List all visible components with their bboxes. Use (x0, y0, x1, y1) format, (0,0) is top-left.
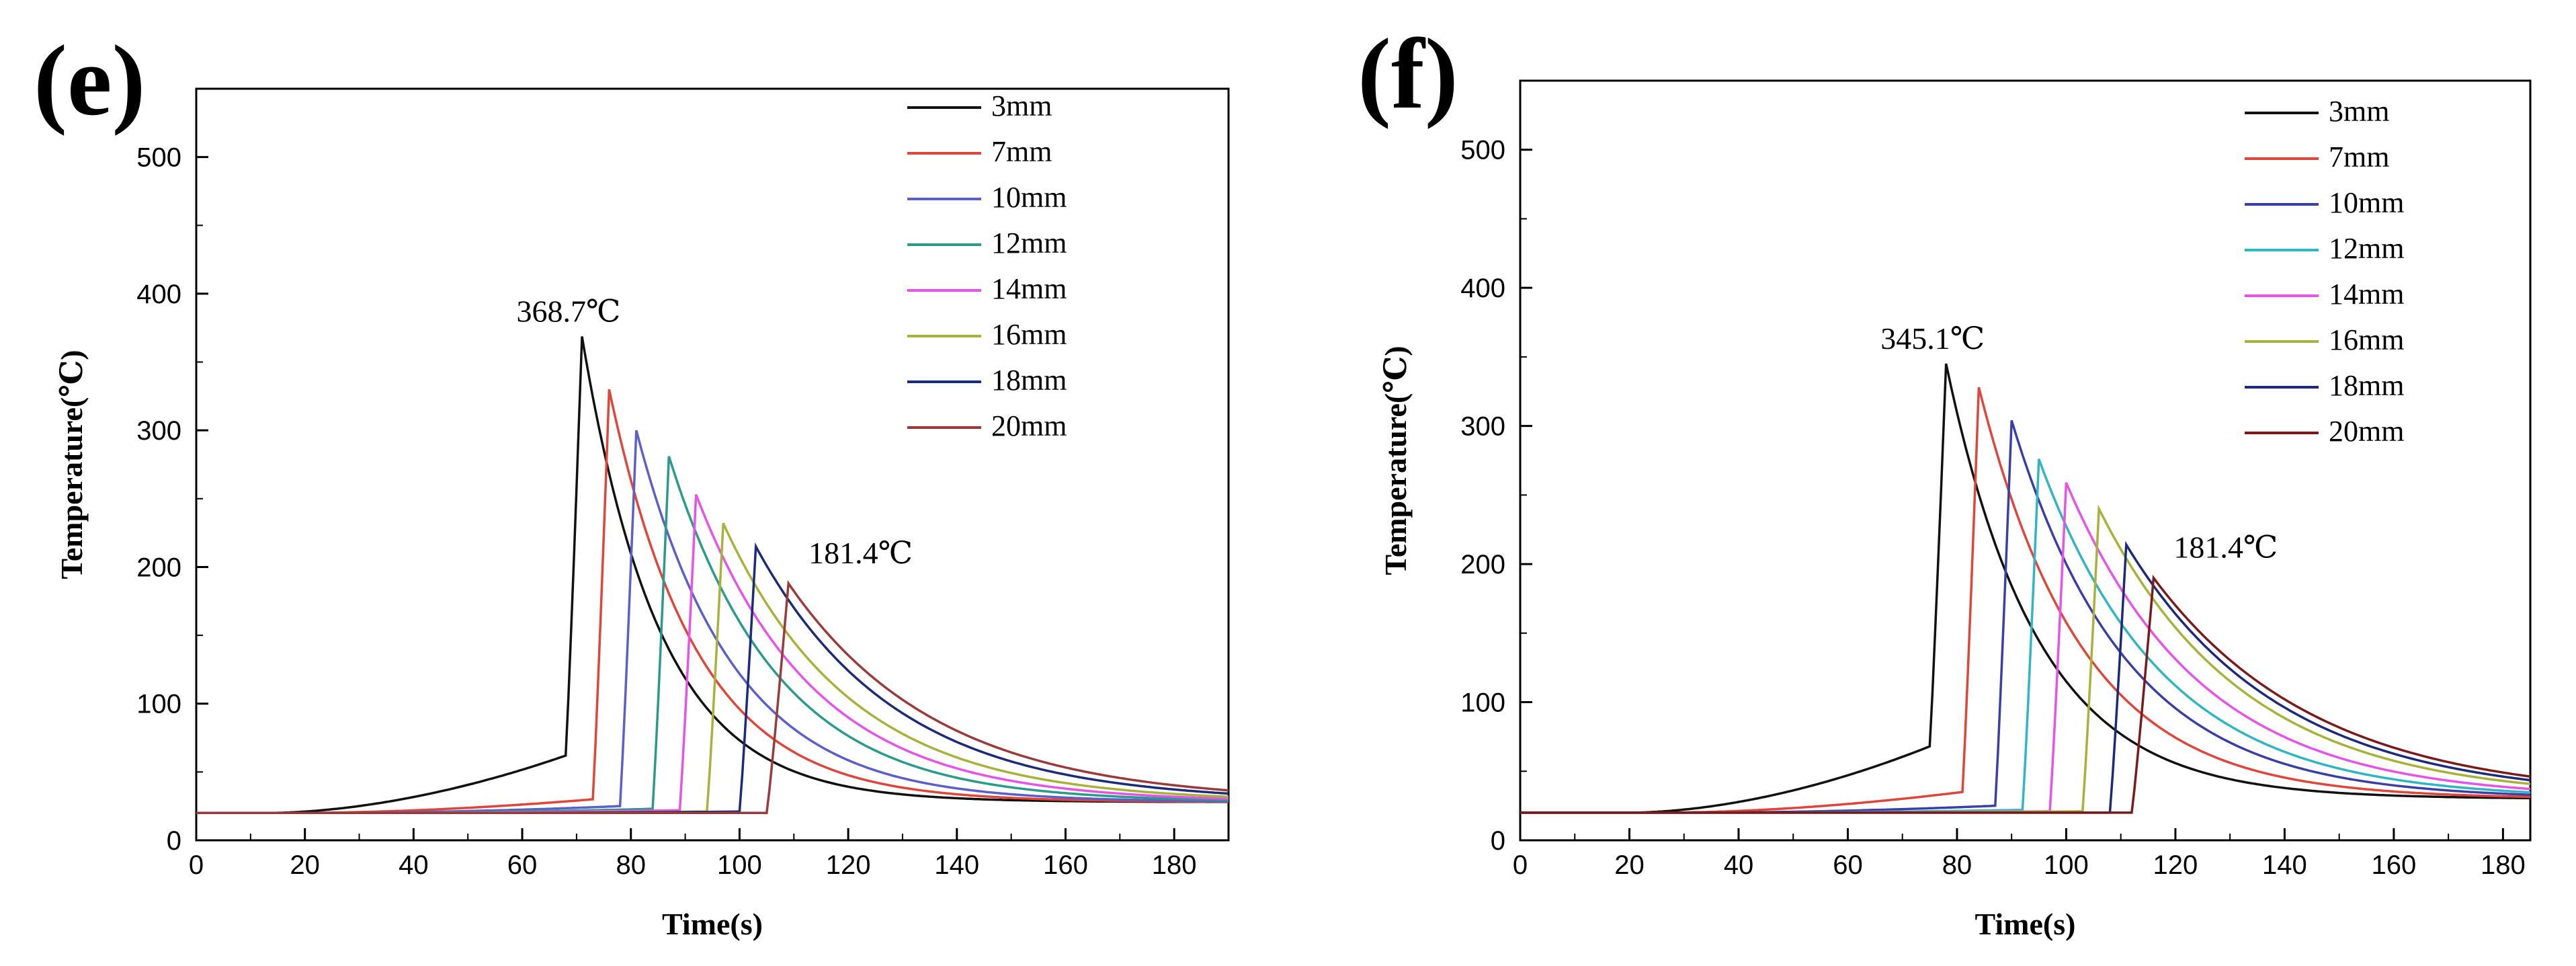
annotation-label: 181.4℃ (2173, 530, 2278, 565)
annotation-label: 345.1℃ (1880, 321, 1985, 356)
x-tick-label: 180 (2481, 850, 2526, 880)
y-tick-label: 100 (136, 690, 181, 719)
legend-label: 3mm (991, 89, 1052, 122)
series-line-14mm (196, 494, 1229, 815)
panel-label: (f) (1358, 18, 1458, 130)
legend-label: 10mm (991, 181, 1067, 214)
legend-label: 18mm (991, 364, 1067, 397)
legend: 3mm 7mm 10mm 12mm 14mm 16mm 18mm 20mm (907, 89, 1067, 442)
legend-label: 7mm (2329, 140, 2389, 173)
legend-label: 20mm (2329, 415, 2404, 448)
y-tick-label: 0 (1491, 826, 1505, 856)
x-tick-label: 0 (1513, 850, 1528, 880)
y-tick-label: 300 (136, 416, 181, 446)
y-tick-label: 200 (1460, 550, 1505, 579)
y-tick-label: 200 (136, 553, 181, 582)
x-tick-label: 0 (189, 850, 204, 880)
x-tick-label: 60 (507, 850, 538, 880)
x-tick-label: 140 (934, 850, 979, 880)
legend-label: 3mm (2329, 95, 2389, 128)
series-line-20mm (196, 579, 1229, 815)
series-line-12mm (1520, 458, 2530, 814)
x-tick-label: 120 (826, 850, 871, 880)
series-group (196, 336, 1229, 815)
x-tick-label: 120 (2153, 850, 2198, 880)
x-tick-label: 40 (1724, 850, 1754, 880)
x-tick-label: 160 (2372, 850, 2417, 880)
legend-label: 16mm (991, 318, 1067, 351)
legend-label: 16mm (2329, 323, 2404, 356)
y-tick-label: 500 (1460, 136, 1505, 165)
legend-label: 20mm (991, 409, 1067, 442)
x-tick-label: 140 (2262, 850, 2307, 880)
y-tick-label: 400 (136, 280, 181, 309)
panel-label: (e) (34, 25, 145, 136)
x-axis-title: Time(s) (662, 907, 763, 941)
annotation-label: 181.4℃ (808, 536, 913, 570)
y-tick-label: 400 (1460, 274, 1505, 303)
x-tick-label: 160 (1043, 850, 1088, 880)
y-tick-label: 100 (1460, 688, 1505, 718)
series-line-3mm (1520, 363, 2530, 814)
y-tick-label: 500 (136, 143, 181, 173)
chart-panel: (f) 0 20 40 60 80 100 120 140 160 180 0 100 200 300 400… (1358, 18, 2532, 941)
legend-label: 7mm (991, 135, 1052, 168)
y-axis-title: Temperature(℃) (1378, 346, 1413, 575)
legend-label: 14mm (2329, 278, 2404, 311)
x-tick-label: 180 (1152, 850, 1197, 880)
plot-frame (195, 87, 1230, 842)
x-tick-label: 20 (1614, 850, 1645, 880)
x-tick-label: 100 (717, 850, 762, 880)
legend: 3mm 7mm 10mm 12mm 14mm 16mm 18mm 20mm (2245, 95, 2404, 448)
legend-label: 12mm (2329, 232, 2404, 265)
series-group (1520, 363, 2530, 814)
x-tick-label: 60 (1833, 850, 1863, 880)
x-tick-label: 100 (2044, 850, 2089, 880)
chart-panel: (e) 0 20 40 60 80 100 120 140 160 180 0 100 200 300 400… (34, 25, 1230, 941)
plot-frame (1519, 79, 2532, 842)
legend-label: 14mm (991, 272, 1067, 305)
series-line-20mm (1520, 574, 2530, 814)
legend-label: 18mm (2329, 369, 2404, 402)
x-tick-label: 20 (290, 850, 320, 880)
series-line-18mm (196, 542, 1229, 815)
x-axis-title: Time(s) (1975, 907, 2076, 941)
series-line-7mm (196, 389, 1229, 815)
y-tick-label: 0 (167, 826, 181, 856)
y-tick-label: 300 (1460, 412, 1505, 442)
x-tick-label: 40 (399, 850, 429, 880)
legend-label: 12mm (991, 227, 1067, 259)
series-line-10mm (196, 430, 1229, 815)
annotation-label: 368.7℃ (516, 294, 620, 329)
x-tick-label: 80 (1942, 850, 1972, 880)
y-axis-title: Temperature(℃) (54, 350, 89, 579)
x-tick-label: 80 (616, 850, 646, 880)
legend-label: 10mm (2329, 186, 2404, 219)
